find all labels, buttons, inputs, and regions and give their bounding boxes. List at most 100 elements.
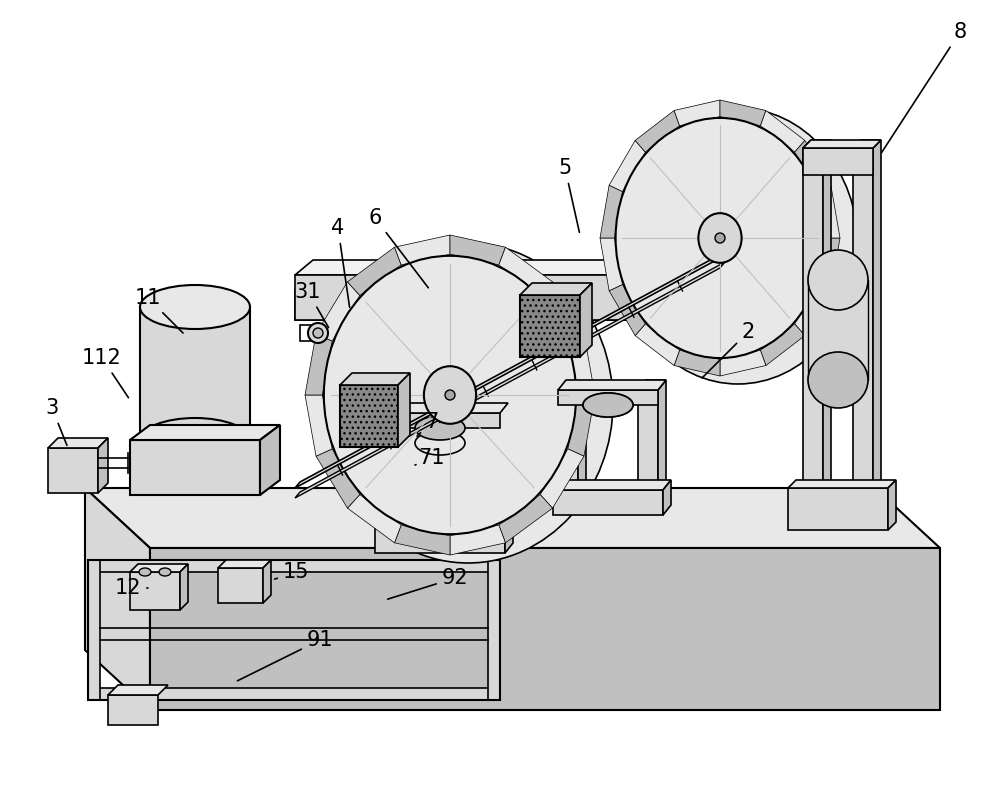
Polygon shape xyxy=(88,560,500,572)
Polygon shape xyxy=(853,148,873,488)
Polygon shape xyxy=(580,283,592,357)
Polygon shape xyxy=(788,488,888,530)
Polygon shape xyxy=(450,525,505,555)
Ellipse shape xyxy=(583,393,633,417)
Polygon shape xyxy=(720,100,766,126)
Text: 5: 5 xyxy=(558,158,579,232)
Polygon shape xyxy=(130,425,280,440)
Polygon shape xyxy=(130,440,260,495)
Ellipse shape xyxy=(323,243,613,563)
Polygon shape xyxy=(347,495,401,542)
Ellipse shape xyxy=(445,390,455,400)
Polygon shape xyxy=(888,480,896,530)
Polygon shape xyxy=(88,688,500,700)
Polygon shape xyxy=(488,560,500,700)
Polygon shape xyxy=(380,413,500,428)
Polygon shape xyxy=(380,403,408,413)
Polygon shape xyxy=(295,275,728,320)
Ellipse shape xyxy=(313,328,323,338)
Text: 112: 112 xyxy=(82,348,128,397)
Polygon shape xyxy=(450,235,505,265)
Polygon shape xyxy=(295,262,725,498)
Ellipse shape xyxy=(618,108,858,384)
Ellipse shape xyxy=(308,323,328,343)
Polygon shape xyxy=(803,148,823,488)
Text: 4: 4 xyxy=(331,218,350,307)
Text: 91: 91 xyxy=(237,630,333,681)
Polygon shape xyxy=(480,413,500,528)
Polygon shape xyxy=(760,324,805,365)
Polygon shape xyxy=(316,449,360,508)
Polygon shape xyxy=(760,110,805,152)
Polygon shape xyxy=(295,290,728,320)
Polygon shape xyxy=(88,560,100,700)
Text: 15: 15 xyxy=(275,562,309,582)
Polygon shape xyxy=(98,438,108,493)
Polygon shape xyxy=(609,140,645,192)
Ellipse shape xyxy=(415,431,465,455)
Text: 6: 6 xyxy=(368,208,428,288)
Polygon shape xyxy=(638,380,666,390)
Polygon shape xyxy=(375,528,505,553)
Ellipse shape xyxy=(140,418,250,462)
Polygon shape xyxy=(788,480,896,488)
Text: 31: 31 xyxy=(295,282,329,327)
Polygon shape xyxy=(316,282,360,341)
Polygon shape xyxy=(553,490,663,515)
Text: 2: 2 xyxy=(702,322,755,378)
Text: 71: 71 xyxy=(415,448,445,468)
Polygon shape xyxy=(728,260,746,320)
Polygon shape xyxy=(663,480,671,515)
Ellipse shape xyxy=(139,568,151,576)
Polygon shape xyxy=(305,334,332,395)
Polygon shape xyxy=(635,324,680,365)
Polygon shape xyxy=(218,568,263,603)
Polygon shape xyxy=(818,238,840,291)
Text: 8: 8 xyxy=(882,22,967,152)
Polygon shape xyxy=(295,252,725,488)
Polygon shape xyxy=(480,403,508,413)
Polygon shape xyxy=(380,403,508,413)
Polygon shape xyxy=(520,283,592,295)
Polygon shape xyxy=(140,307,250,440)
Polygon shape xyxy=(499,247,553,296)
Polygon shape xyxy=(260,425,280,495)
Polygon shape xyxy=(400,403,408,528)
Ellipse shape xyxy=(324,256,576,534)
Polygon shape xyxy=(558,380,666,390)
Polygon shape xyxy=(635,110,680,152)
Polygon shape xyxy=(130,564,188,572)
Polygon shape xyxy=(130,572,180,610)
Polygon shape xyxy=(873,140,881,488)
Polygon shape xyxy=(505,518,513,553)
Polygon shape xyxy=(578,380,586,490)
Polygon shape xyxy=(658,380,666,490)
Polygon shape xyxy=(540,449,584,508)
Polygon shape xyxy=(823,140,831,488)
Ellipse shape xyxy=(808,352,868,408)
Polygon shape xyxy=(600,185,622,238)
Polygon shape xyxy=(553,480,671,490)
Polygon shape xyxy=(818,185,840,238)
Polygon shape xyxy=(347,247,401,296)
Polygon shape xyxy=(395,235,450,265)
Polygon shape xyxy=(295,260,746,275)
Polygon shape xyxy=(375,518,513,528)
Ellipse shape xyxy=(715,233,725,243)
Polygon shape xyxy=(340,385,398,447)
Polygon shape xyxy=(500,403,508,528)
Polygon shape xyxy=(568,395,595,456)
Ellipse shape xyxy=(159,568,171,576)
Polygon shape xyxy=(180,564,188,610)
Ellipse shape xyxy=(424,366,476,424)
Polygon shape xyxy=(263,560,271,603)
Polygon shape xyxy=(398,373,410,447)
Polygon shape xyxy=(140,440,250,462)
Polygon shape xyxy=(638,390,658,490)
Polygon shape xyxy=(218,560,271,568)
Polygon shape xyxy=(395,525,450,555)
Polygon shape xyxy=(85,488,940,548)
Ellipse shape xyxy=(616,118,824,358)
Text: 3: 3 xyxy=(45,398,67,446)
Polygon shape xyxy=(108,685,168,695)
